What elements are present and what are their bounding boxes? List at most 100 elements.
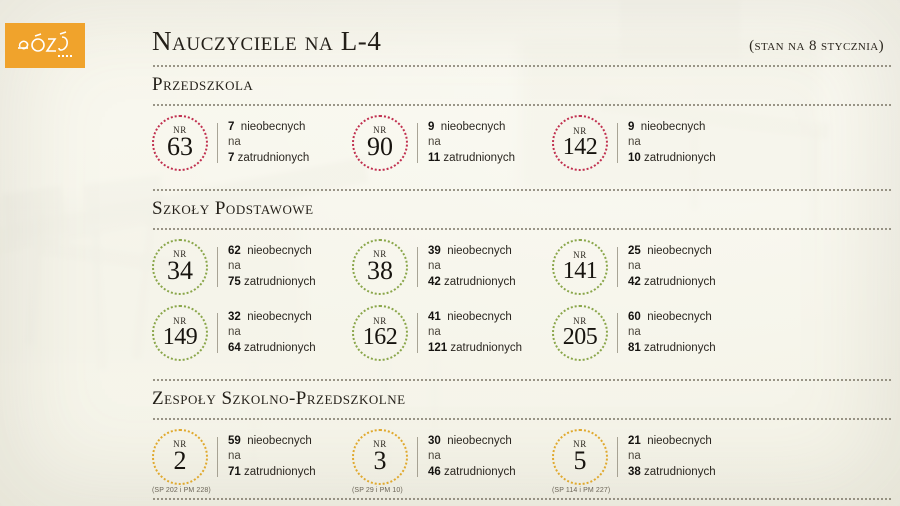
stat-text: 60 nieobecnych na 81 zatrudnionych: [628, 310, 716, 356]
absent-count: 9: [628, 121, 635, 134]
employed-count: 64: [228, 341, 241, 354]
section-heading-szkoly-podstawowe: Szkoły Podstawowe: [152, 198, 314, 219]
na-label: na: [428, 136, 441, 149]
stat-cell: NR 2 59 nieobecnych na 71 zatrudnionych: [152, 429, 352, 485]
school-number: 149: [162, 324, 198, 350]
school-number: 90: [367, 132, 393, 161]
employed-label: zatrudnionych: [644, 465, 716, 478]
stat-text: 30 nieobecnych na 46 zatrudnionych: [428, 434, 516, 480]
absent-count: 32: [228, 311, 241, 324]
dotted-ring-icon: [552, 305, 608, 361]
employed-count: 42: [628, 275, 641, 288]
divider-section-2: [152, 228, 892, 230]
employed-label: zatrudnionych: [450, 341, 522, 354]
section-heading-przedszkola: Przedszkola: [152, 74, 254, 95]
stat-cell: NR 5 21 nieobecnych na 38 zatrudnionych: [552, 429, 752, 485]
dotted-ring-icon: [352, 239, 408, 295]
absent-label: nieobecnych: [247, 245, 312, 258]
section-3-row-1: NR 2 59 nieobecnych na 71 zatrudnionych …: [152, 429, 892, 485]
na-label: na: [428, 450, 441, 463]
school-number: 5: [573, 446, 587, 475]
employed-label: zatrudnionych: [237, 151, 310, 164]
nr-label: NR: [373, 125, 387, 135]
school-number: 38: [367, 256, 393, 285]
footnote: (SP 202 i PM 228): [152, 487, 211, 494]
stat-text: 41 nieobecnych na 121 zatrudnionych: [428, 310, 522, 356]
employed-label: zatrudnionych: [444, 465, 516, 478]
na-label: na: [428, 260, 441, 273]
divider-title: [152, 65, 892, 67]
absent-label: nieobecnych: [647, 311, 712, 324]
absent-count: 7: [228, 121, 235, 134]
school-number-badge: NR 141: [552, 239, 608, 295]
absent-count: 62: [228, 245, 241, 258]
cell-divider: [217, 247, 218, 287]
absent-label: nieobecnych: [647, 245, 712, 258]
na-label: na: [228, 450, 241, 463]
employed-label: zatrudnionych: [644, 151, 716, 164]
nr-label: NR: [173, 125, 187, 135]
employed-label: zatrudnionych: [644, 275, 716, 288]
page-subtitle: (stan na 8 stycznia): [749, 38, 884, 54]
na-label: na: [628, 326, 641, 339]
section-heading-zespoly: Zespoły Szkolno-Przedszkolne: [152, 388, 406, 409]
na-label: na: [228, 326, 241, 339]
dotted-ring-icon: [152, 239, 208, 295]
section-1-row-1: NR 63 7 nieobecnych na 7 zatrudnionych N…: [152, 115, 892, 171]
page-title: Nauczyciele na L-4: [152, 26, 382, 56]
stat-cell: NR 141 25 nieobecnych na 42 zatrudnionyc…: [552, 239, 752, 295]
divider-section-3: [152, 418, 892, 420]
employed-count: 46: [428, 465, 441, 478]
nr-label: NR: [373, 316, 387, 326]
cell-divider: [417, 123, 418, 163]
employed-count: 42: [428, 275, 441, 288]
footnote: (SP 114 i PM 227): [552, 487, 611, 494]
na-label: na: [628, 136, 641, 149]
lodz-logo: [5, 23, 85, 68]
school-number-badge: NR 142: [552, 115, 608, 171]
nr-label: NR: [573, 126, 587, 136]
content-column: Nauczyciele na L-4 (stan na 8 stycznia) …: [152, 0, 892, 506]
nr-label: NR: [373, 439, 387, 449]
stat-cell: NR 3 30 nieobecnych na 46 zatrudnionych: [352, 429, 552, 485]
absent-label: nieobecnych: [247, 435, 312, 448]
footnotes-row: (SP 202 i PM 228) (SP 29 i PM 10) (SP 11…: [152, 485, 892, 494]
cell-divider: [617, 313, 618, 353]
school-number: 2: [173, 446, 187, 475]
dotted-ring-icon: [552, 239, 608, 295]
absent-count: 41: [428, 311, 441, 324]
dotted-ring-icon: [152, 305, 208, 361]
stat-cell: NR 149 32 nieobecnych na 64 zatrudnionyc…: [152, 305, 352, 361]
school-number: 142: [562, 134, 598, 160]
section-2-row-2: NR 149 32 nieobecnych na 64 zatrudnionyc…: [152, 305, 892, 361]
nr-label: NR: [173, 439, 187, 449]
stat-text: 32 nieobecnych na 64 zatrudnionych: [228, 310, 316, 356]
na-label: na: [228, 260, 241, 273]
stat-text: 59 nieobecnych na 71 zatrudnionych: [228, 434, 316, 480]
footnote: (SP 29 i PM 10): [352, 487, 403, 494]
divider-bottom: [152, 498, 892, 500]
absent-count: 9: [428, 121, 435, 134]
stat-cell: NR 34 62 nieobecnych na 75 zatrudnionych: [152, 239, 352, 295]
school-number: 205: [562, 324, 598, 350]
school-number-badge: NR 205: [552, 305, 608, 361]
employed-label: zatrudnionych: [244, 275, 316, 288]
dotted-ring-icon: [352, 115, 408, 171]
absent-label: nieobecnych: [240, 121, 306, 134]
dotted-ring-icon: [152, 115, 208, 171]
school-number-badge: NR 90: [352, 115, 408, 171]
employed-count: 38: [628, 465, 641, 478]
cell-divider: [617, 437, 618, 477]
school-number: 63: [167, 132, 193, 161]
dotted-ring-icon: [152, 429, 208, 485]
cell-divider: [417, 247, 418, 287]
stat-cell: NR 90 9 nieobecnych na 11 zatrudnionych: [352, 115, 552, 171]
dotted-ring-icon: [352, 429, 408, 485]
employed-count: 121: [428, 341, 448, 354]
absent-count: 30: [428, 435, 441, 448]
absent-label: nieobecnych: [247, 311, 312, 324]
employed-count: 11: [428, 151, 441, 164]
cell-divider: [617, 123, 618, 163]
employed-count: 7: [228, 151, 235, 164]
